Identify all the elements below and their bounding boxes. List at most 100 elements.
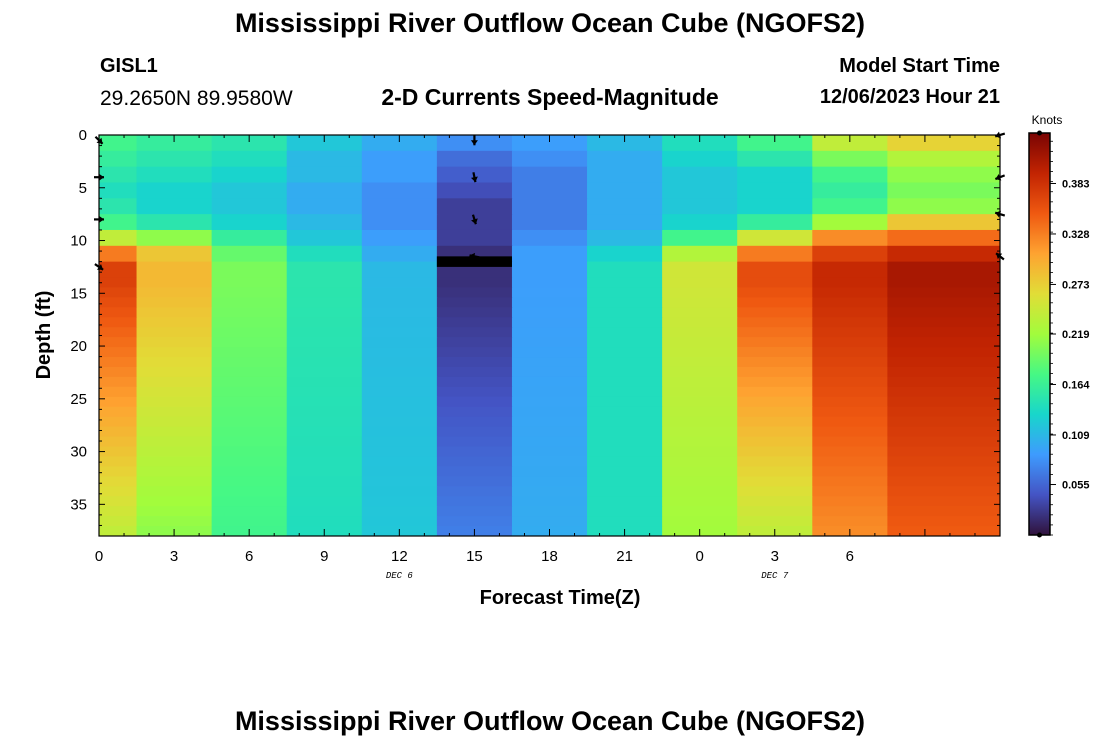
colorbar-unit: Knots bbox=[1032, 113, 1063, 127]
station-id: GISL1 bbox=[100, 55, 158, 77]
heatmap-cell bbox=[887, 307, 1000, 318]
heatmap-cell bbox=[136, 182, 213, 199]
heatmap-cell bbox=[361, 496, 438, 507]
heatmap-cell bbox=[511, 277, 588, 289]
heatmap-cell bbox=[211, 327, 288, 338]
heatmap-cell bbox=[136, 347, 213, 358]
heatmap-cell bbox=[662, 366, 738, 378]
heatmap-cell bbox=[812, 277, 888, 289]
heatmap-cell bbox=[511, 198, 588, 215]
heatmap-cell bbox=[662, 297, 738, 308]
heatmap-cell bbox=[662, 476, 738, 487]
heatmap-cell bbox=[136, 396, 213, 408]
heatmap-cell bbox=[737, 317, 813, 328]
heatmap-cell bbox=[436, 436, 513, 448]
heatmap-cell bbox=[436, 229, 513, 247]
heatmap-cell bbox=[662, 229, 738, 247]
no-data-band bbox=[436, 256, 512, 267]
heatmap-cell bbox=[587, 366, 663, 378]
heatmap-cell bbox=[511, 376, 588, 388]
heatmap-cell bbox=[511, 214, 588, 231]
heatmap-cell bbox=[99, 426, 138, 438]
x-tick-label: 0 bbox=[95, 548, 103, 565]
heatmap-cell bbox=[511, 506, 588, 517]
heatmap-cell bbox=[436, 307, 513, 318]
heatmap-cell bbox=[511, 436, 588, 448]
heatmap-cell bbox=[662, 456, 738, 467]
heatmap-cell bbox=[812, 436, 888, 448]
heatmap-cell bbox=[737, 426, 813, 438]
heatmap-cell bbox=[812, 307, 888, 318]
heatmap-cell bbox=[812, 214, 888, 231]
heatmap-cell bbox=[361, 166, 438, 184]
heatmap-cell bbox=[737, 135, 813, 152]
heatmap-cell bbox=[99, 198, 138, 215]
heatmap-cell bbox=[361, 135, 438, 152]
colorbar-gradient bbox=[1028, 132, 1051, 536]
heatmap-cell bbox=[511, 446, 588, 458]
heatmap-cell bbox=[737, 456, 813, 467]
heatmap-cell bbox=[511, 416, 588, 428]
heatmap-cell bbox=[286, 446, 363, 458]
heatmap-cell bbox=[887, 416, 1000, 428]
heatmap-cell bbox=[587, 327, 663, 338]
heatmap-cell bbox=[662, 436, 738, 448]
heatmap-cell bbox=[99, 150, 138, 168]
current-arrow bbox=[471, 214, 478, 225]
heatmap-cell bbox=[436, 426, 513, 438]
heatmap-cell bbox=[587, 198, 663, 215]
heatmap-cell bbox=[812, 386, 888, 398]
heatmap-cell bbox=[511, 327, 588, 338]
heatmap-cell bbox=[286, 277, 363, 289]
heatmap-cell bbox=[286, 416, 363, 428]
heatmap-cell bbox=[286, 516, 363, 527]
heatmap-cell bbox=[436, 456, 513, 467]
heatmap-cell bbox=[887, 287, 1000, 298]
heatmap-cell bbox=[99, 261, 138, 279]
heatmap-cell bbox=[812, 406, 888, 418]
heatmap-cell bbox=[136, 416, 213, 428]
heatmap-cell bbox=[587, 476, 663, 487]
heatmap-cell bbox=[136, 426, 213, 438]
heatmap-cell bbox=[211, 426, 288, 438]
heatmap-cell bbox=[812, 327, 888, 338]
heatmap-cell bbox=[587, 297, 663, 308]
heatmap-cell bbox=[99, 366, 138, 378]
heatmap-cell bbox=[136, 496, 213, 507]
heatmap-cell bbox=[587, 446, 663, 458]
heatmap-cell bbox=[511, 229, 588, 247]
heatmap-cell bbox=[436, 406, 513, 418]
heatmap-cell bbox=[737, 337, 813, 348]
heatmap-cell bbox=[211, 416, 288, 428]
heatmap-cell bbox=[211, 456, 288, 467]
heatmap-cell bbox=[587, 456, 663, 467]
heatmap-cell bbox=[436, 476, 513, 487]
heatmap-cell bbox=[436, 347, 513, 358]
heatmap-cell bbox=[211, 357, 288, 368]
footer-title: Mississippi River Outflow Ocean Cube (NG… bbox=[234, 706, 866, 736]
heatmap-cell bbox=[361, 516, 438, 527]
heatmap-cell bbox=[812, 245, 888, 263]
heatmap-cell bbox=[887, 366, 1000, 378]
heatmap-cell bbox=[361, 357, 438, 368]
heatmap-cell bbox=[812, 261, 888, 279]
heatmap-cell bbox=[587, 182, 663, 199]
heatmap-cell bbox=[887, 526, 1000, 536]
heatmap-cell bbox=[436, 416, 513, 428]
heatmap-cell bbox=[662, 198, 738, 215]
x-tick-label: 6 bbox=[846, 548, 854, 565]
heatmap-cell bbox=[511, 261, 588, 279]
heatmap-cell bbox=[511, 366, 588, 378]
heatmap-cell bbox=[587, 229, 663, 247]
heatmap-cell bbox=[436, 287, 513, 298]
heatmap-cell bbox=[587, 396, 663, 408]
heatmap-cell bbox=[511, 347, 588, 358]
x-tick-label: 9 bbox=[320, 548, 328, 565]
heatmap-cell bbox=[136, 436, 213, 448]
y-tick-label: 5 bbox=[79, 180, 87, 197]
heatmap-cell bbox=[99, 416, 138, 428]
y-axis-title: Depth (ft) bbox=[33, 291, 55, 380]
heatmap-cell bbox=[662, 406, 738, 418]
heatmap-cells bbox=[99, 135, 1000, 536]
heatmap-cell bbox=[662, 337, 738, 348]
